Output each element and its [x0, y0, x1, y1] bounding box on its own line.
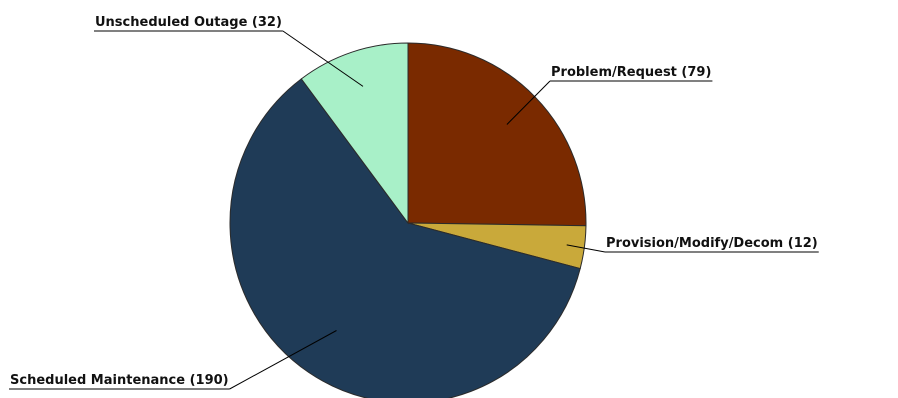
- callout-unscheduled-outage: Unscheduled Outage (32): [94, 15, 364, 87]
- pie-callouts: Problem/Request (79) Provision/Modify/De…: [9, 15, 819, 390]
- slice-label-problem-request: Problem/Request (79): [551, 65, 711, 80]
- slice-label-scheduled-maintenance: Scheduled Maintenance (190): [10, 373, 229, 388]
- leader-line-unscheduled-outage: [282, 30, 364, 87]
- leader-line-provision-modify-decom: [566, 244, 606, 253]
- callout-scheduled-maintenance: Scheduled Maintenance (190): [9, 330, 337, 390]
- slice-label-unscheduled-outage: Unscheduled Outage (32): [95, 15, 282, 30]
- leader-line-problem-request: [506, 80, 551, 125]
- slice-label-provision-modify-decom: Provision/Modify/Decom (12): [606, 236, 818, 251]
- leader-line-scheduled-maintenance: [229, 330, 337, 390]
- pie-slices: [229, 42, 587, 398]
- callout-problem-request: Problem/Request (79): [506, 65, 713, 125]
- pie-slice-scheduled-maintenance: [229, 78, 581, 398]
- pie-slice-unscheduled-outage: [300, 42, 409, 225]
- callout-provision-modify-decom: Provision/Modify/Decom (12): [566, 236, 819, 253]
